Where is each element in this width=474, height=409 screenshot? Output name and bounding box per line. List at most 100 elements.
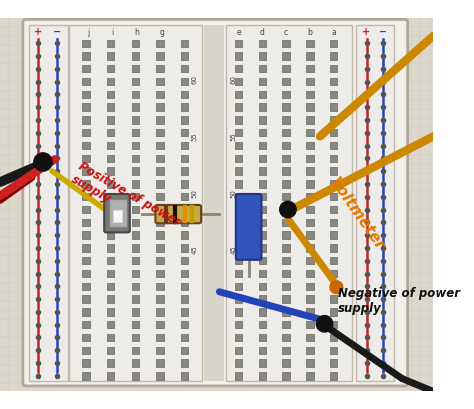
Bar xyxy=(181,283,188,290)
Bar xyxy=(132,193,139,200)
Bar xyxy=(259,129,266,137)
Bar xyxy=(259,65,266,72)
Bar xyxy=(156,65,164,72)
Bar xyxy=(306,372,313,380)
Bar xyxy=(283,116,290,124)
Bar xyxy=(156,321,164,328)
Bar xyxy=(235,103,242,111)
Bar xyxy=(330,142,337,149)
Bar xyxy=(259,244,266,252)
Bar xyxy=(181,347,188,354)
Bar xyxy=(306,40,313,47)
Bar xyxy=(107,206,114,213)
Bar xyxy=(82,372,90,380)
Bar xyxy=(330,270,337,277)
Bar xyxy=(107,283,114,290)
Bar xyxy=(82,244,90,252)
Bar xyxy=(259,167,266,175)
Bar xyxy=(283,295,290,303)
Bar xyxy=(235,193,242,200)
Bar xyxy=(306,244,313,252)
Bar xyxy=(132,167,139,175)
Bar xyxy=(330,65,337,72)
Text: j: j xyxy=(87,28,89,37)
Bar xyxy=(181,206,188,213)
Bar xyxy=(235,321,242,328)
Bar xyxy=(132,91,139,98)
Bar xyxy=(107,308,114,316)
Bar xyxy=(107,40,114,47)
Bar xyxy=(283,257,290,264)
Bar xyxy=(330,334,337,341)
Bar xyxy=(132,155,139,162)
Bar xyxy=(283,193,290,200)
Text: h: h xyxy=(135,28,139,37)
Bar xyxy=(132,65,139,72)
Text: e: e xyxy=(236,28,241,37)
Bar xyxy=(132,116,139,124)
Bar xyxy=(259,283,266,290)
Bar xyxy=(82,167,90,175)
Bar xyxy=(235,244,242,252)
Bar xyxy=(235,347,242,354)
Bar xyxy=(156,372,164,380)
Bar xyxy=(82,206,90,213)
Text: Voltmeter: Voltmeter xyxy=(326,175,387,253)
Bar xyxy=(235,155,242,162)
Bar xyxy=(181,65,188,72)
Bar xyxy=(235,231,242,239)
Bar xyxy=(181,193,188,200)
Bar xyxy=(283,40,290,47)
Bar xyxy=(283,321,290,328)
Bar xyxy=(82,321,90,328)
Bar xyxy=(156,142,164,149)
Bar xyxy=(132,180,139,188)
Bar xyxy=(181,167,188,175)
Bar xyxy=(82,78,90,85)
Text: Positive of power
supply: Positive of power supply xyxy=(69,160,182,241)
Bar xyxy=(156,360,164,367)
Circle shape xyxy=(34,153,52,171)
Bar xyxy=(283,231,290,239)
Bar xyxy=(306,334,313,341)
Bar xyxy=(259,219,266,226)
Bar xyxy=(306,129,313,137)
Bar xyxy=(283,65,290,72)
Bar xyxy=(283,103,290,111)
Bar xyxy=(181,308,188,316)
Bar xyxy=(306,231,313,239)
Bar xyxy=(82,308,90,316)
Text: d: d xyxy=(260,28,265,37)
Bar xyxy=(181,180,188,188)
Bar xyxy=(259,193,266,200)
Bar xyxy=(181,321,188,328)
Bar xyxy=(306,321,313,328)
Bar xyxy=(181,270,188,277)
Bar xyxy=(82,129,90,137)
Bar xyxy=(132,257,139,264)
Bar xyxy=(235,372,242,380)
Bar xyxy=(82,65,90,72)
Bar xyxy=(235,78,242,85)
Bar xyxy=(330,78,337,85)
Bar xyxy=(107,129,114,137)
Bar xyxy=(132,347,139,354)
Bar xyxy=(107,116,114,124)
Text: −: − xyxy=(53,27,61,37)
Bar xyxy=(156,244,164,252)
Bar xyxy=(306,295,313,303)
Bar xyxy=(156,270,164,277)
Text: 55: 55 xyxy=(191,132,198,141)
Bar xyxy=(107,244,114,252)
Bar xyxy=(156,78,164,85)
Bar xyxy=(306,180,313,188)
Bar xyxy=(259,295,266,303)
Bar xyxy=(306,360,313,367)
Bar xyxy=(306,193,313,200)
Bar xyxy=(283,206,290,213)
Bar xyxy=(156,231,164,239)
Bar xyxy=(181,244,188,252)
Bar xyxy=(107,231,114,239)
Bar xyxy=(82,257,90,264)
Bar xyxy=(113,209,122,222)
